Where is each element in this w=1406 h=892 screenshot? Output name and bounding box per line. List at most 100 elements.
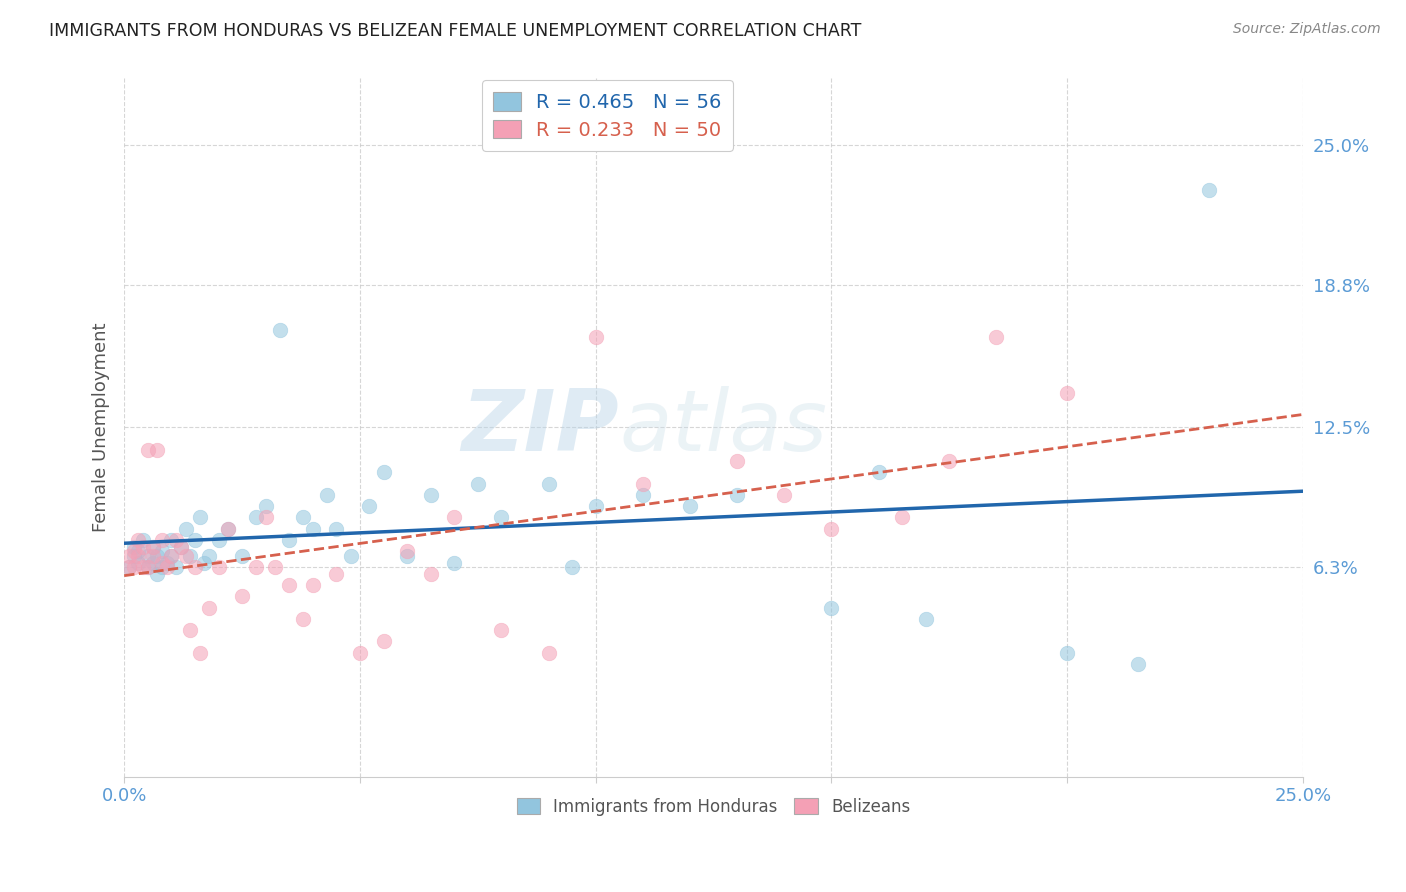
Text: ZIP: ZIP (461, 385, 619, 468)
Point (127, 549, 149, 563)
Point (127, 556, 149, 570)
Point (891, 510, 914, 524)
Point (339, 549, 361, 563)
Point (725, 488, 748, 502)
Point (132, 533, 155, 547)
Point (820, 600, 842, 615)
Point (150, 533, 173, 547)
Point (188, 646, 211, 660)
Point (491, 510, 513, 524)
Point (122, 549, 145, 563)
Point (165, 560, 187, 574)
Point (396, 549, 419, 563)
Point (359, 499, 381, 513)
Legend: Immigrants from Honduras, Belizeans: Immigrants from Honduras, Belizeans (509, 789, 918, 824)
Point (443, 556, 465, 570)
Text: IMMIGRANTS FROM HONDURAS VS BELIZEAN FEMALE UNEMPLOYMENT CORRELATION CHART: IMMIGRANTS FROM HONDURAS VS BELIZEAN FEM… (49, 22, 862, 40)
Point (278, 533, 301, 547)
Point (132, 560, 155, 574)
Point (207, 533, 229, 547)
Point (118, 560, 141, 574)
Point (269, 323, 291, 337)
Point (188, 510, 211, 524)
Point (170, 540, 193, 554)
Point (443, 510, 465, 524)
Point (914, 612, 936, 626)
Point (141, 549, 163, 563)
Point (467, 476, 489, 491)
Point (231, 590, 253, 604)
Point (132, 540, 155, 554)
Point (136, 549, 159, 563)
Point (868, 465, 890, 479)
Point (141, 540, 163, 554)
Point (561, 560, 583, 574)
Point (537, 646, 560, 660)
Point (373, 465, 395, 479)
Point (631, 476, 654, 491)
Point (184, 560, 207, 574)
Point (217, 522, 239, 536)
Point (1056, 386, 1078, 401)
Point (122, 560, 145, 574)
Point (419, 566, 441, 581)
Point (254, 510, 277, 524)
Point (146, 442, 169, 457)
Point (118, 549, 141, 563)
Point (198, 549, 221, 563)
Point (325, 522, 347, 536)
Point (118, 560, 141, 574)
Point (245, 560, 267, 574)
Point (585, 499, 607, 513)
Point (231, 549, 253, 563)
Point (325, 566, 347, 581)
Point (150, 560, 173, 574)
Point (217, 522, 239, 536)
Point (136, 560, 159, 574)
Point (301, 578, 323, 592)
Point (292, 612, 315, 626)
Point (150, 556, 173, 570)
Point (491, 624, 513, 638)
Text: atlas: atlas (619, 385, 827, 468)
Point (179, 549, 201, 563)
Point (156, 556, 179, 570)
Point (160, 533, 183, 547)
Point (679, 499, 702, 513)
Point (174, 522, 197, 536)
Point (1198, 183, 1220, 197)
Point (1126, 657, 1149, 671)
Point (292, 510, 315, 524)
Point (193, 556, 215, 570)
Point (301, 522, 323, 536)
Point (174, 549, 197, 563)
Point (207, 560, 229, 574)
Point (316, 488, 339, 502)
Point (156, 560, 179, 574)
Point (141, 540, 163, 554)
Point (419, 488, 441, 502)
Point (127, 533, 149, 547)
Point (278, 578, 301, 592)
Point (170, 540, 193, 554)
Point (986, 330, 1008, 344)
Point (537, 476, 560, 491)
Text: Source: ZipAtlas.com: Source: ZipAtlas.com (1233, 22, 1381, 37)
Point (160, 549, 183, 563)
Y-axis label: Female Unemployment: Female Unemployment (93, 322, 110, 532)
Point (254, 499, 277, 513)
Point (136, 560, 159, 574)
Point (349, 646, 371, 660)
Point (146, 566, 169, 581)
Point (136, 442, 159, 457)
Point (198, 600, 221, 615)
Point (938, 454, 960, 468)
Point (122, 544, 145, 558)
Point (396, 544, 419, 558)
Point (146, 549, 169, 563)
Point (264, 560, 287, 574)
Point (150, 544, 173, 558)
Point (373, 634, 395, 648)
Point (820, 522, 842, 536)
Point (160, 549, 183, 563)
